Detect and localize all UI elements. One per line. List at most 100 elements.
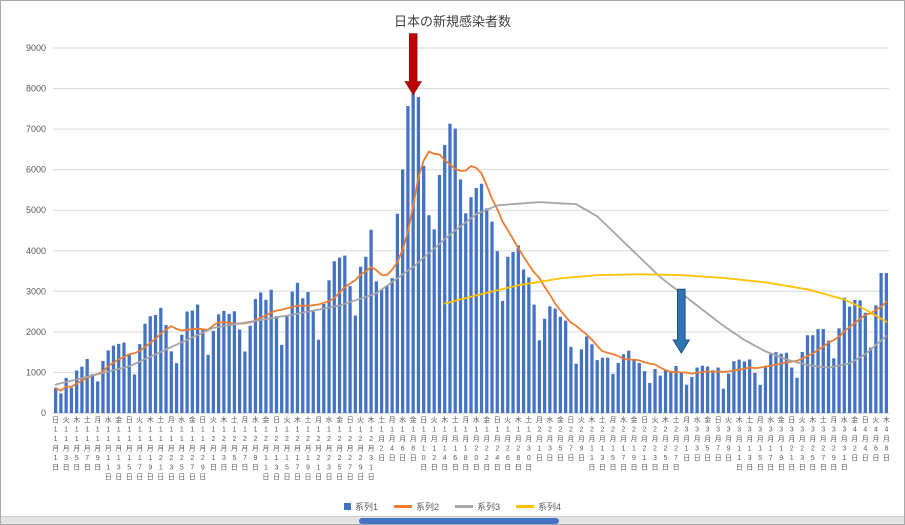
bar[interactable] <box>59 393 63 413</box>
series-line-系列2[interactable] <box>54 150 888 392</box>
bar[interactable] <box>90 374 95 413</box>
bar[interactable] <box>837 328 841 413</box>
bar[interactable] <box>122 342 126 413</box>
bar[interactable] <box>343 255 347 413</box>
scrollbar-thumb[interactable] <box>359 518 559 524</box>
series-line-系列4[interactable] <box>443 273 888 323</box>
bar[interactable] <box>737 359 741 413</box>
bar[interactable] <box>721 388 726 413</box>
bar[interactable] <box>842 297 846 413</box>
bar[interactable] <box>453 128 457 413</box>
bar[interactable] <box>800 352 804 413</box>
bar[interactable] <box>779 353 783 413</box>
bar[interactable] <box>327 280 331 413</box>
bar[interactable] <box>595 360 599 413</box>
bar[interactable] <box>648 382 652 413</box>
bar[interactable] <box>863 312 867 413</box>
bar[interactable] <box>290 291 294 413</box>
bar[interactable] <box>795 377 799 413</box>
bar[interactable] <box>385 286 389 413</box>
bar[interactable] <box>190 310 194 413</box>
bar[interactable] <box>322 303 326 413</box>
bar[interactable] <box>301 298 305 413</box>
bar[interactable] <box>285 315 289 413</box>
bar[interactable] <box>832 358 836 413</box>
bar[interactable] <box>569 346 573 413</box>
bar[interactable] <box>169 351 173 413</box>
bar[interactable] <box>185 311 189 413</box>
bar[interactable] <box>395 213 400 413</box>
bar[interactable] <box>390 278 394 413</box>
red-down-arrow[interactable] <box>404 33 423 96</box>
bar[interactable] <box>790 367 794 413</box>
bar[interactable] <box>590 344 594 413</box>
bar[interactable] <box>532 304 536 413</box>
bar[interactable] <box>600 357 605 413</box>
bar[interactable] <box>311 311 315 413</box>
legend-item-系列2[interactable]: 系列2 <box>393 500 439 513</box>
bar[interactable] <box>879 273 883 413</box>
bar[interactable] <box>259 292 263 413</box>
bar[interactable] <box>195 304 200 413</box>
bar[interactable] <box>316 339 321 413</box>
bar[interactable] <box>805 335 810 413</box>
bar[interactable] <box>238 329 242 413</box>
bar[interactable] <box>401 169 405 414</box>
bar[interactable] <box>742 361 747 413</box>
bar[interactable] <box>627 350 631 413</box>
bar[interactable] <box>337 257 342 413</box>
bar[interactable] <box>485 208 489 413</box>
blue-down-arrow[interactable] <box>672 288 691 354</box>
bar[interactable] <box>811 335 815 413</box>
bar[interactable] <box>511 251 515 413</box>
bar[interactable] <box>148 316 152 413</box>
bar[interactable] <box>558 316 563 413</box>
bar[interactable] <box>700 365 704 413</box>
bar[interactable] <box>374 281 378 413</box>
bar[interactable] <box>606 357 610 413</box>
bottom-scrollbar[interactable] <box>1 516 904 524</box>
bar[interactable] <box>868 347 873 413</box>
bar[interactable] <box>243 351 247 413</box>
bar[interactable] <box>469 197 473 413</box>
bar[interactable] <box>274 316 279 413</box>
bar[interactable] <box>653 369 657 413</box>
bar[interactable] <box>332 261 336 413</box>
bar[interactable] <box>690 376 694 413</box>
bar[interactable] <box>763 367 768 413</box>
bar[interactable] <box>253 299 258 413</box>
bar[interactable] <box>306 292 310 413</box>
bar[interactable] <box>127 354 131 413</box>
bar[interactable] <box>132 374 137 413</box>
bar[interactable] <box>674 366 678 413</box>
bar[interactable] <box>69 387 74 413</box>
bar[interactable] <box>658 375 662 413</box>
bar[interactable] <box>164 325 168 413</box>
bar[interactable] <box>358 266 363 413</box>
series-line-系列3[interactable] <box>54 201 888 386</box>
bar[interactable] <box>553 308 557 413</box>
bar[interactable] <box>101 360 105 413</box>
bar[interactable] <box>784 352 789 413</box>
bar[interactable] <box>474 187 478 413</box>
bar[interactable] <box>637 362 641 413</box>
bar[interactable] <box>248 325 252 413</box>
legend-item-系列3[interactable]: 系列3 <box>455 500 500 513</box>
bar[interactable] <box>138 344 142 413</box>
bar[interactable] <box>80 366 84 413</box>
bar[interactable] <box>379 288 384 413</box>
bar[interactable] <box>585 336 589 413</box>
bar[interactable] <box>774 352 778 413</box>
bar[interactable] <box>464 213 468 413</box>
bar[interactable] <box>669 371 673 413</box>
bar[interactable] <box>369 229 373 413</box>
bar[interactable] <box>85 359 89 413</box>
bar[interactable] <box>642 371 647 413</box>
bar[interactable] <box>621 354 626 413</box>
legend-item-系列4[interactable]: 系列4 <box>516 500 561 513</box>
bar[interactable] <box>769 354 773 413</box>
bar[interactable] <box>227 313 231 413</box>
bar[interactable] <box>432 229 436 413</box>
bar[interactable] <box>458 179 463 413</box>
bar[interactable] <box>521 269 526 413</box>
